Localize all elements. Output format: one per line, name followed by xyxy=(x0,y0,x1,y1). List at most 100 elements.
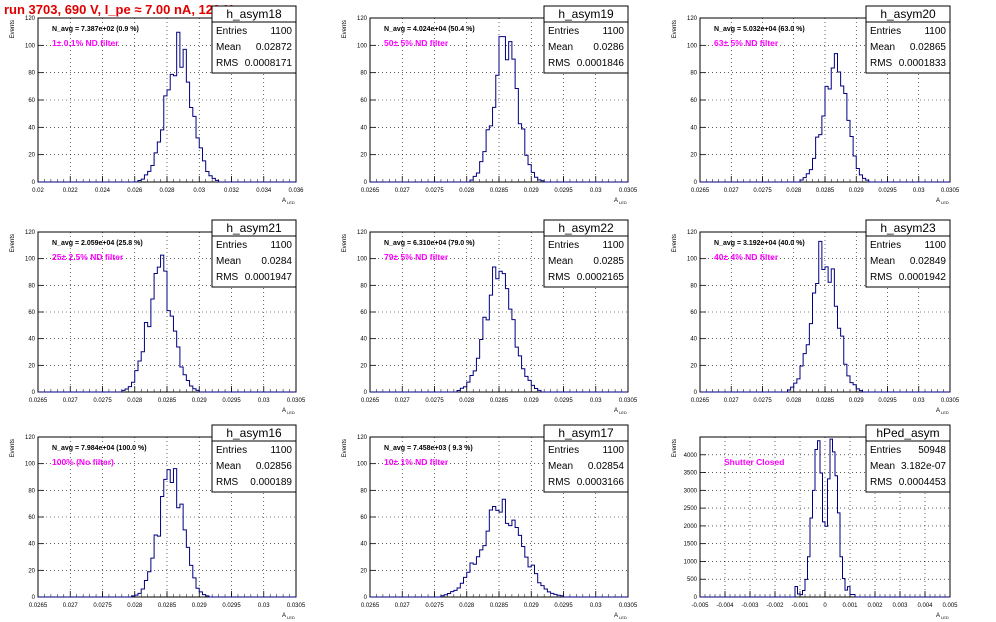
y-tick-label: 40 xyxy=(28,337,35,343)
navg-label: N_avg = 2.059e+04 (25.8 %) xyxy=(52,240,143,247)
y-axis-label: Events xyxy=(10,439,16,457)
x-tick-label: 0.028 xyxy=(127,398,143,404)
x-tick-label: 0.028 xyxy=(786,398,802,404)
x-tick-label: 0.027 xyxy=(63,398,79,404)
navg-label: N_avg = 7.458e+03 ( 9.3 %) xyxy=(384,445,473,452)
stats-mean-value: 0.02856 xyxy=(256,461,293,472)
histogram-panel-h_asym21: 0.0265 0.027 0.0275 0.028 0.0285 0.029 0.0295 0… xyxy=(10,219,306,415)
filter-label: 50± 5% ND filter xyxy=(384,38,449,48)
x-axis-label: A xyxy=(936,408,940,414)
navg-label: N_avg = 4.024e+04 (50.4 %) xyxy=(384,26,475,33)
y-axis-label: Events xyxy=(10,20,16,38)
x-tick-label: 0.0285 xyxy=(158,603,177,609)
x-tick-label: 0.0285 xyxy=(816,398,835,404)
navg-label: N_avg = 7.984e+04 (100.0 %) xyxy=(52,445,147,452)
y-tick-label: 80 xyxy=(28,283,35,289)
x-axis-label: A xyxy=(936,198,940,204)
y-tick-label: 120 xyxy=(25,435,36,441)
y-tick-label: 60 xyxy=(690,98,697,104)
histogram-panel-h_asym23: 0.0265 0.027 0.0275 0.028 0.0285 0.029 0.0295 0… xyxy=(672,219,960,415)
stats-rms-value: 0.0008171 xyxy=(245,58,293,69)
stats-rms-value: 0.0002165 xyxy=(577,272,625,283)
x-tick-label: 0 xyxy=(823,603,827,609)
stats-entries-value: 1100 xyxy=(924,26,946,37)
y-tick-label: 0 xyxy=(694,390,698,396)
y-tick-label: 60 xyxy=(28,98,35,104)
stats-mean-label: Mean xyxy=(548,256,573,267)
navg-label: N_avg = 3.192e+04 (40.0 %) xyxy=(714,240,805,247)
x-tick-label: 0.003 xyxy=(892,603,908,609)
histogram-line xyxy=(38,31,296,183)
y-tick-label: 20 xyxy=(360,363,367,369)
stats-title: h_asym16 xyxy=(226,426,282,440)
histogram-panel-h_asym20: 0.0265 0.027 0.0275 0.028 0.0285 0.029 0.0295 0… xyxy=(672,5,960,205)
filter-label: Shutter Closed xyxy=(724,457,784,467)
y-axis-label: Events xyxy=(672,439,678,457)
stats-entries-value: 1100 xyxy=(602,26,624,37)
stats-entries-label: Entries xyxy=(216,240,247,251)
stats-rms-value: 0.000189 xyxy=(250,477,292,488)
y-tick-label: 0 xyxy=(364,390,368,396)
x-tick-label: 0.0265 xyxy=(29,398,48,404)
histogram-line xyxy=(38,254,296,393)
x-tick-label: 0.0265 xyxy=(361,188,380,194)
x-tick-label: 0.0275 xyxy=(93,398,112,404)
x-tick-label: 0.0295 xyxy=(554,603,573,609)
x-axis-label: A xyxy=(614,408,618,414)
x-tick-label: 0.027 xyxy=(724,398,740,404)
y-tick-label: 0 xyxy=(364,180,368,186)
x-tick-label: 0.027 xyxy=(395,603,411,609)
x-tick-label: 0.0265 xyxy=(29,603,48,609)
x-tick-label: 0.0305 xyxy=(941,398,960,404)
x-tick-label: 0.0285 xyxy=(816,188,835,194)
histogram-line xyxy=(700,438,950,598)
x-tick-label: 0.034 xyxy=(256,188,272,194)
stats-entries-label: Entries xyxy=(548,445,579,456)
x-tick-label: 0.03 xyxy=(590,188,602,194)
x-tick-label: 0.0295 xyxy=(222,398,241,404)
x-axis-label: A xyxy=(614,613,618,619)
y-axis-label: Events xyxy=(342,20,348,38)
stats-rms-label: RMS xyxy=(216,477,239,488)
stats-box xyxy=(865,5,951,74)
x-tick-label: 0.0265 xyxy=(361,603,380,609)
x-tick-label: 0.0295 xyxy=(222,603,241,609)
y-tick-label: 3000 xyxy=(684,488,698,494)
y-tick-label: 120 xyxy=(357,16,368,22)
stats-title: h_asym17 xyxy=(558,426,614,440)
stats-mean-label: Mean xyxy=(870,42,895,53)
x-tick-label: 0.027 xyxy=(724,188,740,194)
x-tick-label: 0.028 xyxy=(459,603,475,609)
x-tick-label: 0.027 xyxy=(63,603,79,609)
x-tick-label: 0.036 xyxy=(288,188,304,194)
histogram-line xyxy=(700,240,950,393)
stats-mean-value: 0.02854 xyxy=(588,461,625,472)
stats-title: h_asym20 xyxy=(880,7,936,21)
x-tick-label: 0.0305 xyxy=(941,188,960,194)
stats-entries-label: Entries xyxy=(216,26,247,37)
x-tick-label: 0.0265 xyxy=(691,398,710,404)
y-tick-label: 20 xyxy=(28,153,35,159)
x-tick-label: 0.0285 xyxy=(490,188,509,194)
y-tick-label: 80 xyxy=(28,71,35,77)
x-tick-label: 0.028 xyxy=(159,188,175,194)
filter-label: 10± 1% ND filter xyxy=(384,457,449,467)
x-tick-label: 0.005 xyxy=(942,603,958,609)
stats-box xyxy=(543,424,629,493)
stats-mean-label: Mean xyxy=(548,461,573,472)
x-tick-label: 0.0275 xyxy=(93,603,112,609)
x-tick-label: 0.0295 xyxy=(878,188,897,194)
y-tick-label: 120 xyxy=(25,16,36,22)
histogram-panel-h_asym16: 0.0265 0.027 0.0275 0.028 0.0285 0.029 0.0295 0… xyxy=(10,424,306,620)
stats-mean-value: 0.02865 xyxy=(910,42,947,53)
stats-mean-value: 0.0284 xyxy=(261,256,292,267)
stats-box xyxy=(543,5,629,74)
y-tick-label: 1500 xyxy=(684,542,698,548)
x-tick-label: 0.029 xyxy=(849,188,865,194)
navg-label: N_avg = 7.387e+02 (0.9 %) xyxy=(52,26,139,33)
stats-mean-label: Mean xyxy=(870,256,895,267)
y-tick-label: 60 xyxy=(28,310,35,316)
y-tick-label: 80 xyxy=(690,71,697,77)
stats-box xyxy=(211,424,297,493)
histogram-line xyxy=(700,53,950,183)
